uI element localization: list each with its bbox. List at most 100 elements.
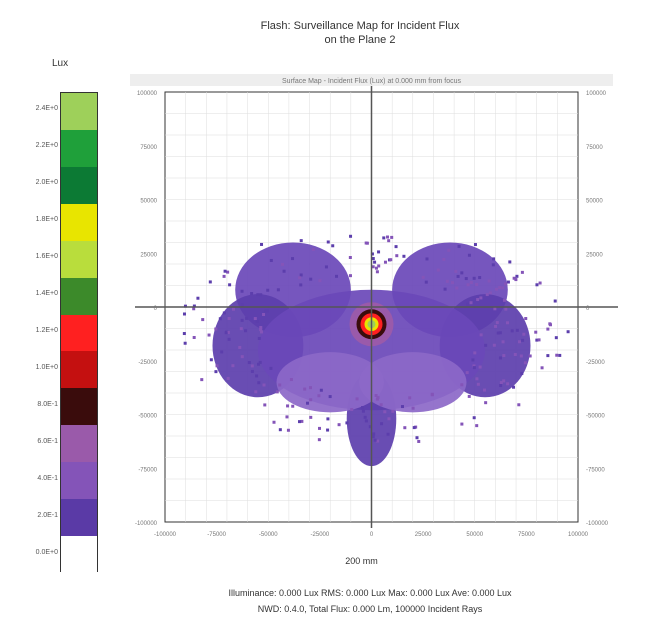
intensity-pixel [387,417,391,421]
intensity-pixel [291,404,295,408]
intensity-pixel [494,324,498,328]
x-tick-label: 25000 [415,532,432,538]
x-tick-label: -25000 [311,532,330,538]
intensity-pixel [278,383,282,387]
colorbar-swatch [61,203,97,241]
colorbar-swatch [61,129,97,167]
intensity-pixel [487,279,491,283]
intensity-pixel [473,351,477,355]
y-tick-label-left: -75000 [138,467,157,473]
intensity-pixel [223,269,227,273]
intensity-pixel [517,403,521,407]
intensity-pixel [182,312,186,316]
intensity-pixel [286,428,290,432]
intensity-pixel [496,331,500,335]
intensity-pixel [209,358,213,362]
intensity-pixel [259,326,263,330]
y-tick-label-left: -25000 [138,360,157,366]
intensity-pixel [361,406,365,410]
intensity-pixel [355,397,359,401]
intensity-pixel [278,428,282,432]
intensity-pixel [300,419,304,423]
colorbar-tick-label: 6.0E-1 [37,437,58,445]
intensity-pixel [454,269,458,273]
intensity-pixel [538,281,542,285]
intensity-pixel [260,330,264,334]
intensity-pixel [376,439,380,443]
intensity-pixel [257,362,261,366]
intensity-pixel [535,338,539,342]
intensity-pixel [375,270,379,274]
subtitle-band-text: Surface Map - Incident Flux (Lux) at 0.0… [282,78,461,85]
intensity-pixel [475,424,479,428]
intensity-pixel [253,317,257,321]
intensity-pixel [309,415,313,419]
intensity-pixel [262,312,266,316]
intensity-pixel [379,403,383,407]
subtitle-band [130,74,613,86]
intensity-pixel [445,279,449,283]
intensity-pixel [520,270,524,274]
intensity-pixel [228,283,232,287]
intensity-pixel [498,356,502,360]
y-tick-label-right: -75000 [586,467,605,473]
intensity-pixel [231,364,235,368]
intensity-pixel [262,383,266,387]
x-tick-label: -50000 [259,532,278,538]
intensity-pixel [255,374,259,378]
intensity-pixel [324,265,328,269]
intensity-pixel [391,409,395,413]
intensity-pixel [306,401,310,405]
intensity-pixel [546,354,550,358]
intensity-pixel [515,328,519,332]
colorbar-tick-label: 1.6E+0 [35,253,58,261]
intensity-pixel [386,432,390,436]
intensity-pixel [501,340,505,344]
intensity-pixel [383,260,387,264]
intensity-pixel [363,415,367,419]
intensity-pixel [192,335,196,339]
intensity-pixel [566,330,570,334]
y-tick-label-right: -25000 [586,360,605,366]
colorbar-tick-label: 2.4E+0 [35,105,58,113]
x-tick-label: -75000 [207,532,226,538]
intensity-pixel [309,277,313,281]
intensity-pixel [512,276,516,280]
intensity-pixel [231,307,235,311]
intensity-pixel [303,387,307,391]
intensity-pixel [201,318,205,322]
intensity-pixel [299,273,303,277]
intensity-pixel [491,263,495,267]
intensity-pixel [272,420,276,424]
footer-stats-line2: NWD: 0.4.0, Total Flux: 0.000 Lm, 100000… [257,604,483,614]
intensity-pixel [377,264,381,268]
intensity-pixel [240,355,244,359]
intensity-pixel [317,438,321,442]
intensity-pixel [250,364,254,368]
intensity-pixel [455,286,459,290]
intensity-pixel [328,395,332,399]
intensity-pixel [226,330,230,334]
intensity-pixel [266,288,270,292]
intensity-pixel [492,343,496,347]
intensity-pixel [460,422,464,426]
intensity-pixel [479,296,483,300]
intensity-pixel [555,353,559,357]
intensity-pixel [286,404,290,408]
colorbar-swatch [61,499,97,537]
intensity-pixel [514,278,518,282]
intensity-pixel [192,304,196,308]
intensity-pixel [208,280,212,284]
intensity-pixel [285,415,289,419]
intensity-pixel [447,248,451,252]
intensity-pixel [364,419,368,423]
intensity-pixel [436,268,440,272]
intensity-pixel [382,236,386,240]
intensity-pixel [227,337,231,341]
intensity-pixel [250,369,254,373]
intensity-pixel [417,439,421,443]
intensity-pixel [535,283,539,287]
x-axis-label: 200 mm [345,556,378,566]
intensity-pixel [498,331,502,335]
intensity-pixel [464,277,468,281]
